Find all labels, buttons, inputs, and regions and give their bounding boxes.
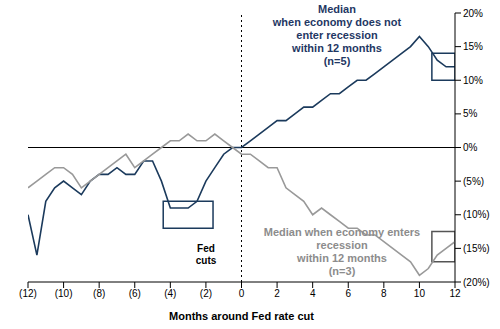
svg-text:0: 0 — [239, 288, 245, 299]
html-text:cuts: cuts — [195, 255, 217, 266]
svg-text:2: 2 — [274, 288, 280, 299]
html-text:Median when economy enters rec: Median when economy enters recession — [263, 226, 421, 251]
html-text:(n=3): (n=3) — [328, 265, 356, 277]
svg-text:(10%): (10%) — [463, 209, 490, 220]
svg-text:(20%): (20%) — [463, 277, 490, 288]
svg-text:(6): (6) — [129, 288, 141, 299]
svg-text:Months around Fed rate cut: Months around Fed rate cut — [169, 310, 314, 322]
html-text:Median: Median — [318, 3, 356, 15]
svg-text:(4): (4) — [164, 288, 176, 299]
svg-text:10: 10 — [414, 288, 426, 299]
html-text:(n=5): (n=5) — [323, 55, 351, 67]
svg-text:(8): (8) — [93, 288, 105, 299]
svg-text:0%: 0% — [463, 142, 478, 153]
svg-text:4: 4 — [310, 288, 316, 299]
svg-text:8: 8 — [381, 288, 387, 299]
svg-text:12: 12 — [449, 288, 461, 299]
svg-text:15%: 15% — [463, 41, 483, 52]
html-text:within 12 months: within 12 months — [297, 252, 387, 264]
svg-text:(2): (2) — [200, 288, 212, 299]
svg-text:10%: 10% — [463, 75, 483, 86]
svg-text:(12): (12) — [19, 288, 37, 299]
html-text:Fed: Fed — [197, 243, 215, 254]
svg-text:20%: 20% — [463, 8, 483, 19]
svg-text:(5%): (5%) — [463, 176, 484, 187]
html-text:within 12 months: within 12 months — [292, 42, 382, 54]
svg-text:6: 6 — [345, 288, 351, 299]
html-text:when economy does not enter re: when economy does not enter recession — [272, 16, 402, 41]
svg-text:(15%): (15%) — [463, 243, 490, 254]
svg-text:5%: 5% — [463, 108, 478, 119]
svg-text:(10): (10) — [55, 288, 73, 299]
